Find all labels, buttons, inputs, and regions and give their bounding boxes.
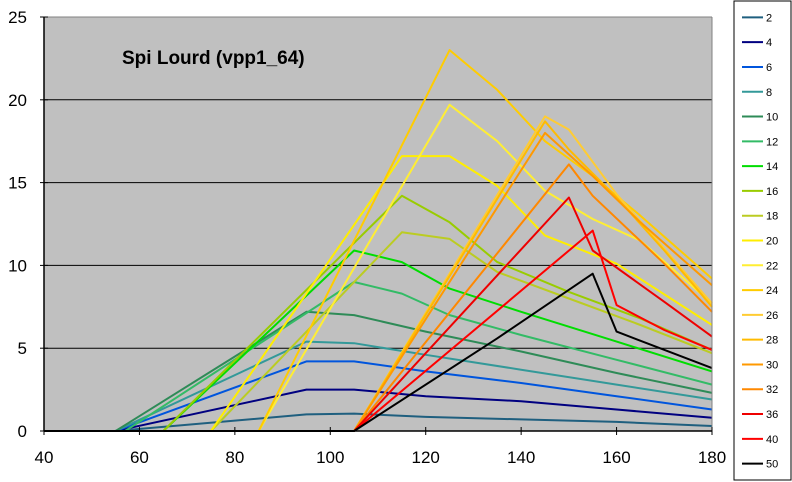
y-tick-label: 20 bbox=[8, 91, 27, 110]
legend-label-22: 22 bbox=[766, 260, 778, 272]
x-tick-label: 140 bbox=[507, 448, 535, 467]
series-line-12 bbox=[44, 281, 713, 432]
x-tick-label: 180 bbox=[698, 448, 726, 467]
legend-label-20: 20 bbox=[766, 236, 778, 248]
x-tick-label: 80 bbox=[225, 448, 244, 467]
axes bbox=[43, 16, 713, 432]
x-tick-label: 40 bbox=[35, 448, 54, 467]
y-tick-label: 25 bbox=[8, 8, 27, 27]
x-tick-label: 100 bbox=[316, 448, 344, 467]
legend-label-6: 6 bbox=[766, 62, 772, 74]
series-line-6 bbox=[44, 360, 713, 432]
legend-label-8: 8 bbox=[766, 87, 772, 99]
legend-label-4: 4 bbox=[766, 37, 772, 49]
series-line-10 bbox=[44, 310, 713, 432]
legend-label-28: 28 bbox=[766, 335, 778, 347]
series-line-22 bbox=[44, 103, 713, 432]
y-tick-label: 15 bbox=[8, 174, 27, 193]
plot-area bbox=[44, 17, 712, 431]
legend-label-24: 24 bbox=[766, 285, 778, 297]
y-tick-label: 5 bbox=[18, 339, 27, 358]
legend-label-18: 18 bbox=[766, 211, 778, 223]
legend-label-12: 12 bbox=[766, 136, 778, 148]
legend-label-50: 50 bbox=[766, 459, 778, 471]
series-line-18 bbox=[44, 231, 713, 432]
series-line-2 bbox=[44, 412, 713, 432]
legend-label-10: 10 bbox=[766, 112, 778, 124]
legend-label-26: 26 bbox=[766, 310, 778, 322]
x-tick-label: 60 bbox=[130, 448, 149, 467]
series-line-16 bbox=[44, 194, 713, 432]
legend-label-16: 16 bbox=[766, 186, 778, 198]
x-tick-label: 120 bbox=[412, 448, 440, 467]
legend-label-32: 32 bbox=[766, 384, 778, 396]
legend-label-30: 30 bbox=[766, 359, 778, 371]
x-tick-label: 160 bbox=[602, 448, 630, 467]
legend-label-40: 40 bbox=[766, 434, 778, 446]
chart-title: Spi Lourd (vpp1_64) bbox=[122, 48, 305, 69]
y-tick-label: 10 bbox=[8, 256, 27, 275]
x-tick-labels: 40 60 80 100 120 140 160 180 bbox=[35, 427, 726, 467]
y-tick-label: 0 bbox=[18, 422, 27, 441]
legend-label-2: 2 bbox=[766, 12, 772, 24]
series-lines bbox=[44, 49, 713, 432]
y-tick-labels: 0 5 10 15 20 25 bbox=[8, 8, 48, 441]
legend-label-36: 36 bbox=[766, 409, 778, 421]
legend-label-14: 14 bbox=[766, 161, 778, 173]
series-line-24 bbox=[44, 49, 713, 432]
